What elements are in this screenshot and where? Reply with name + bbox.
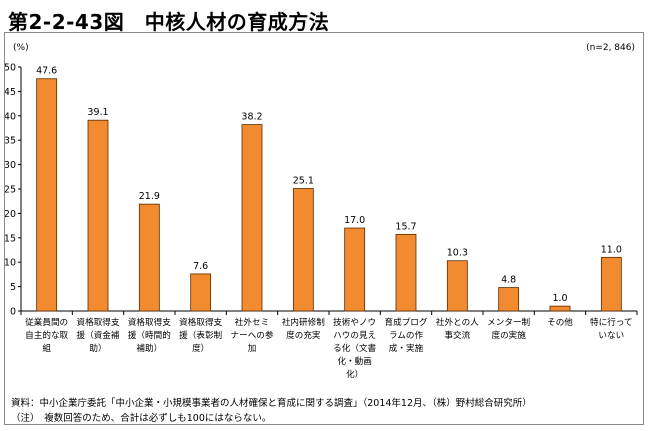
bar: [292, 188, 314, 312]
bar: [395, 233, 417, 312]
category-label: 社外セミナーへの参加: [231, 316, 274, 354]
bar: [549, 305, 571, 312]
bar-value-label: 1.0: [552, 293, 567, 304]
bar: [600, 256, 622, 312]
category-label-line: ナーへの参: [231, 329, 274, 341]
y-tick-label: 0: [10, 307, 16, 318]
bar: [344, 227, 366, 312]
category-label-line: その他: [547, 316, 573, 328]
y-tick-label: 15: [5, 233, 16, 244]
category-label-line: 化）: [346, 368, 363, 380]
bar-value-label: 11.0: [601, 244, 622, 255]
category-label-line: 成・実施: [389, 342, 424, 354]
category-label-line: 社外との人: [436, 316, 479, 328]
category-label-line: 資格取得支: [77, 316, 120, 328]
category-label-line: 技術やノウ: [333, 316, 376, 328]
y-tick-label: 5: [10, 282, 16, 293]
category-label-line: 従業員間の: [25, 316, 68, 328]
category-label-line: 自主的な取: [25, 329, 68, 341]
category-label-line: 特に行って: [590, 316, 633, 328]
y-unit-label: (%): [13, 43, 29, 53]
category-label-line: 加: [248, 343, 257, 354]
category-label-line: 育成プログ: [385, 316, 428, 328]
bar-chart: (%) (n=2, 846) 0 5 10 15 20 25 30 35 40 45 50 47.6 従業員…: [5, 43, 638, 380]
bar-value-label: 15.7: [395, 221, 416, 232]
category-label-line: 資格取得支: [128, 316, 171, 328]
category-label: 従業員間の自主的な取組: [25, 316, 68, 354]
category-label-line: 資格取得支: [179, 316, 222, 328]
category-label-line: ラムの作: [389, 329, 424, 341]
sample-size-label: (n=2, 846): [586, 43, 635, 53]
category-label: 技術やノウハウの見える化（文書化・動画化）: [333, 316, 376, 380]
category-label-line: 補助）: [136, 342, 162, 354]
category-label-line: 援（時間的: [128, 329, 171, 341]
remark-note: （注） 複数回答のため、合計は必ずしも100にはならない。: [11, 413, 272, 424]
bar: [138, 203, 160, 312]
figure-title: 第2-2-43図 中核人材の育成方法: [8, 10, 330, 34]
y-tick-label: 35: [5, 136, 16, 147]
category-label: 特に行っていない: [590, 316, 633, 341]
bar: [190, 273, 212, 312]
category-label-line: る化（文書: [333, 342, 376, 354]
bar-value-label: 25.1: [293, 176, 314, 187]
category-label: 育成プログラムの作成・実施: [385, 316, 428, 354]
category-label-line: 社外セミ: [235, 316, 269, 328]
bar-value-label: 21.9: [139, 191, 160, 202]
category-label-line: 度の実施: [491, 329, 526, 341]
y-tick-label: 50: [5, 63, 16, 74]
category-label-line: 化・動画: [337, 355, 371, 367]
category-label: 社内研修制度の充実: [282, 316, 325, 341]
category-label-line: 度）: [192, 342, 209, 354]
bar-value-label: 39.1: [87, 107, 108, 118]
category-label: 資格取得支援（表彰制度）: [179, 316, 222, 354]
bar: [36, 78, 58, 312]
category-label-line: メンター制: [487, 316, 530, 328]
y-tick-label: 45: [5, 87, 16, 98]
category-label-line: ハウの見え: [333, 330, 376, 341]
y-tick-label: 20: [5, 209, 16, 220]
bar-value-label: 38.2: [241, 112, 262, 123]
bar-value-label: 7.6: [193, 261, 208, 272]
category-label: 資格取得支援（資金補助）: [77, 316, 120, 354]
bar-value-label: 4.8: [501, 275, 516, 286]
source-note: 資料：中小企業庁委託「中小企業・小規模事業者の人材確保と育成に関する調査」（20…: [11, 398, 532, 409]
category-label-line: 組: [42, 342, 51, 354]
bar-value-label: 47.6: [36, 66, 57, 77]
y-tick-label: 10: [5, 258, 16, 269]
category-label-line: 事交流: [444, 329, 470, 341]
bar-value-label: 17.0: [344, 215, 365, 226]
y-tick-label: 40: [5, 111, 16, 122]
category-label-line: 助）: [89, 342, 106, 354]
y-tick-label: 25: [5, 185, 16, 196]
category-label: 社外との人事交流: [436, 316, 479, 341]
category-label-line: 社内研修制: [282, 316, 325, 328]
bar: [87, 119, 109, 312]
chart-frame: (%) (n=2, 846) 0 5 10 15 20 25 30 35 40 45 50 47.6 従業員…: [4, 32, 644, 425]
category-label: その他: [547, 316, 573, 328]
bar: [446, 260, 468, 312]
category-label-line: いない: [598, 330, 624, 341]
category-label-line: 度の充実: [286, 329, 321, 341]
category-label: メンター制度の実施: [487, 316, 530, 341]
category-label-line: 援（表彰制: [179, 329, 222, 341]
category-label-line: 援（資金補: [77, 329, 120, 341]
category-label: 資格取得支援（時間的補助）: [128, 316, 171, 354]
bar: [498, 287, 520, 312]
y-tick-label: 30: [5, 160, 16, 171]
bar-value-label: 10.3: [447, 248, 468, 259]
bar: [241, 124, 263, 312]
